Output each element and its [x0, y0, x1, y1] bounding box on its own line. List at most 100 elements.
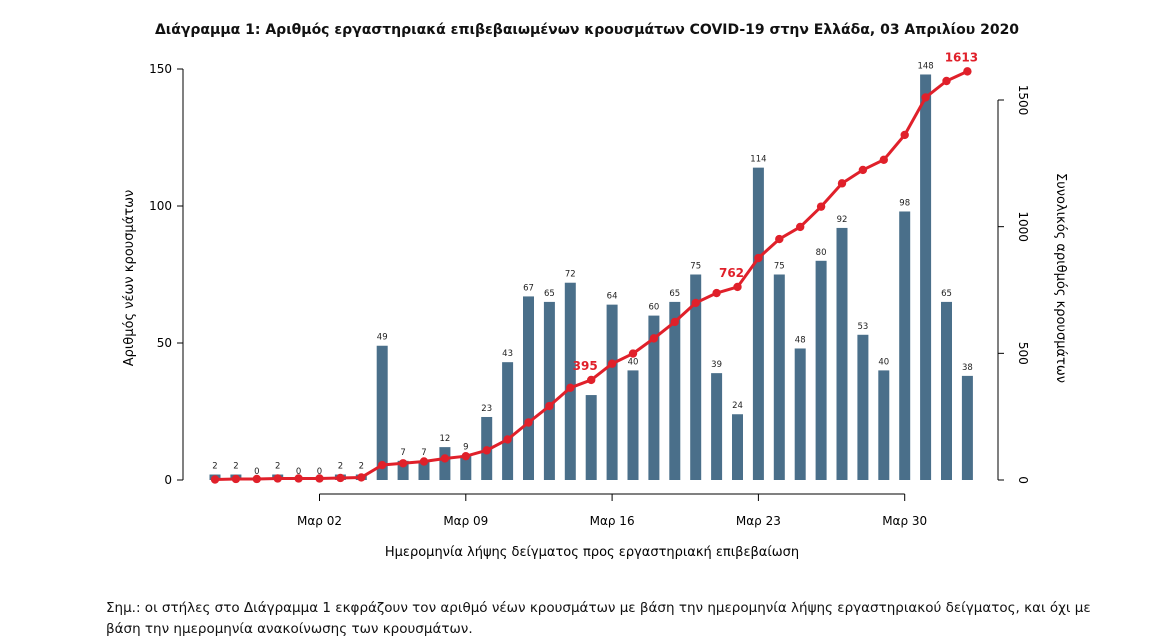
bar — [773, 274, 785, 480]
bar-value-label: 75 — [690, 262, 701, 272]
bar-value-label: 40 — [628, 357, 639, 367]
bar-value-label: 98 — [899, 198, 910, 208]
cumulative-point — [733, 282, 742, 292]
bar-value-label: 2 — [338, 462, 343, 472]
bar — [543, 301, 555, 480]
cumulative-point — [775, 234, 784, 244]
bar-value-label: 39 — [711, 360, 722, 370]
bar-value-label: 65 — [669, 289, 680, 299]
cumulative-point — [378, 460, 387, 470]
bar-value-label: 2 — [359, 462, 364, 472]
bar-value-label: 12 — [439, 434, 450, 444]
y-axis-label: Αριθμός νέων κρουσμάτων — [122, 190, 137, 367]
bar — [376, 345, 388, 480]
cumulative-point — [482, 446, 491, 455]
bar-value-label: 2 — [212, 462, 217, 472]
bar — [836, 227, 848, 480]
bar — [627, 370, 639, 480]
bar-value-label: 148 — [917, 61, 933, 71]
cumulative-point — [942, 76, 951, 86]
bar — [815, 260, 827, 480]
bar — [690, 274, 702, 480]
bar-value-label: 38 — [962, 363, 973, 373]
x-tick-label: Μαρ 09 — [443, 514, 488, 528]
cumulative-point — [294, 474, 303, 483]
cumulative-point — [858, 165, 868, 175]
bar-value-label: 0 — [254, 467, 259, 477]
cumulative-point — [754, 253, 763, 263]
bar-value-label: 92 — [837, 215, 848, 225]
footnote: Σημ.: οι στήλες στο Διάγραμμα 1 εκφράζου… — [106, 600, 1091, 637]
bar — [920, 74, 932, 480]
y2-tick-label: 1500 — [1016, 85, 1030, 116]
cumulative-point — [712, 288, 721, 298]
cumulative-point — [336, 473, 345, 483]
bar — [460, 455, 472, 480]
bar-series — [209, 74, 973, 481]
y2-tick-label: 0 — [1016, 476, 1030, 484]
bar — [585, 395, 597, 480]
y2-tick-label: 1000 — [1016, 211, 1030, 242]
bar-value-label: 40 — [878, 357, 889, 367]
cumulative-point — [816, 202, 826, 211]
y2-axis-label: Συνολικός αριθμός κρουσμάτων — [1053, 173, 1068, 383]
cumulative-highlight-label: 1613 — [945, 50, 978, 64]
cumulative-point — [503, 435, 512, 444]
bar — [564, 282, 576, 480]
cumulative-point — [796, 222, 805, 232]
bar-value-label: 48 — [795, 335, 806, 345]
cumulative-point — [587, 375, 596, 385]
bar — [941, 301, 952, 480]
cumulative-highlight-label: 395 — [573, 359, 598, 373]
bar-value-label: 72 — [565, 270, 576, 280]
bar-value-label: 80 — [816, 248, 827, 258]
bar — [606, 304, 618, 480]
bar — [439, 447, 451, 480]
bar — [857, 334, 869, 480]
bar-value-label: 7 — [400, 448, 405, 458]
bar-value-label: 7 — [421, 448, 426, 458]
bar-value-label: 67 — [523, 283, 534, 293]
bar — [711, 373, 723, 480]
bar — [418, 460, 430, 480]
bar-value-label: 65 — [544, 289, 555, 299]
cumulative-point — [628, 349, 638, 358]
cumulative-point — [649, 334, 659, 343]
bar — [648, 315, 660, 480]
y2-tick-label: 500 — [1016, 342, 1030, 365]
bar-value-label: 75 — [774, 262, 785, 272]
bar-value-label: 0 — [296, 467, 301, 477]
bar — [794, 348, 806, 480]
cumulative-point — [607, 359, 617, 368]
x-tick-label: Μαρ 30 — [882, 514, 927, 528]
bar — [523, 296, 534, 480]
bar-value-labels: 2 2 0 2 0 0 2 2 49 7 7 12 9 23 43 67 65 72 64 40 60 65 75 39 24 1… — [212, 61, 973, 477]
cumulative-point — [963, 67, 972, 76]
cumulative-line-series: 395 762 1613 — [210, 50, 978, 484]
x-axis-label: Ημερομηνία λήψης δείγματος προς εργαστηρ… — [385, 545, 799, 560]
bar — [752, 167, 764, 480]
bar — [878, 370, 890, 480]
y-tick-label: 100 — [149, 199, 172, 213]
bar — [669, 301, 681, 480]
bar — [502, 362, 514, 480]
y-tick-label: 150 — [149, 62, 172, 76]
bar-value-label: 43 — [502, 349, 513, 359]
cumulative-point — [252, 474, 261, 484]
bar-value-label: 0 — [317, 467, 322, 477]
cumulative-point — [231, 474, 241, 484]
cumulative-point — [524, 418, 533, 427]
cumulative-point — [900, 130, 909, 140]
x-tick-label: Μαρ 23 — [736, 514, 781, 528]
cumulative-highlight-label: 762 — [719, 266, 744, 280]
cumulative-point — [566, 383, 575, 392]
bar-value-label: 65 — [941, 289, 952, 299]
cumulative-point — [419, 457, 429, 466]
x-tick-label: Μαρ 02 — [297, 514, 342, 528]
y-tick-label: 0 — [164, 473, 172, 487]
cumulative-point — [879, 155, 888, 164]
cumulative-point — [461, 451, 470, 461]
y-tick-label: 50 — [157, 336, 172, 350]
bar-value-label: 23 — [481, 404, 492, 414]
cumulative-point — [273, 474, 282, 483]
